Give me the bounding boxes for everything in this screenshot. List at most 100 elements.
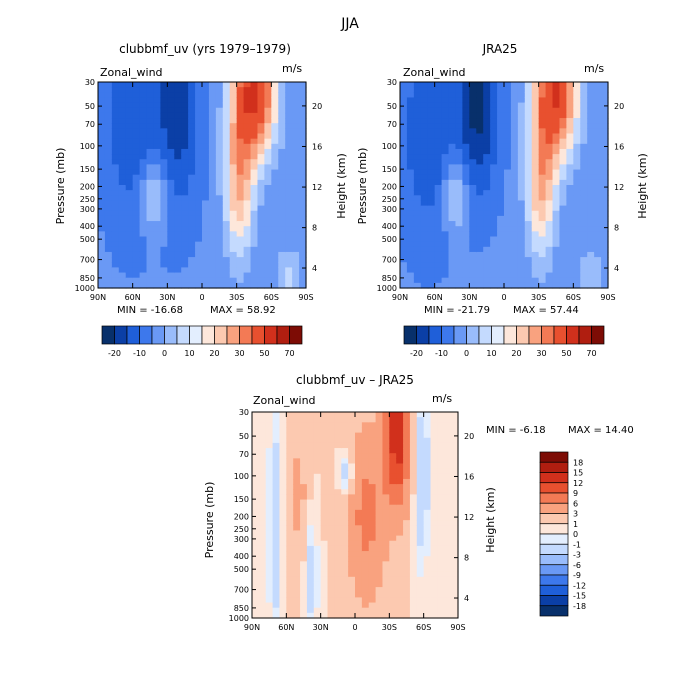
contour-cell <box>573 267 581 274</box>
contour-cell <box>396 509 404 516</box>
contour-cell <box>566 97 574 104</box>
contour-cell <box>382 458 390 465</box>
contour-cell <box>202 133 210 140</box>
contour-cell <box>208 236 217 243</box>
contour-cell <box>257 205 265 212</box>
contour-cell <box>490 92 498 99</box>
contour-cell <box>98 112 106 119</box>
contour-cell <box>279 556 287 562</box>
contour-cell <box>139 92 148 99</box>
contour-cell <box>361 453 370 459</box>
contour-cell <box>334 535 342 542</box>
contour-cell <box>389 566 397 573</box>
contour-cell <box>132 215 141 222</box>
contour-cell <box>368 576 377 583</box>
contour-cell <box>104 92 113 99</box>
contour-cell <box>504 226 512 232</box>
contour-cell <box>292 231 300 238</box>
contour-cell <box>490 159 498 165</box>
contour-cell <box>462 210 470 217</box>
contour-cell <box>215 195 224 202</box>
contour-cell <box>396 561 404 568</box>
contour-cell <box>306 602 315 609</box>
contour-cell <box>264 138 272 145</box>
contour-cell <box>236 262 245 268</box>
contour-cell <box>517 169 526 176</box>
contour-cell <box>348 556 356 562</box>
contour-cell <box>400 215 408 222</box>
contour-cell <box>258 592 267 598</box>
contour-cell <box>448 226 457 232</box>
contour-cell <box>423 509 432 516</box>
contour-cell <box>300 412 308 418</box>
contour-cell <box>448 231 457 238</box>
contour-cell <box>222 92 231 99</box>
contour-cell <box>531 221 540 227</box>
contour-cell <box>174 179 182 186</box>
contour-cell <box>375 556 384 562</box>
contour-cell <box>510 102 519 109</box>
contour-cell <box>587 231 595 238</box>
contour-cell <box>320 540 329 547</box>
y-tick-label: 200 <box>234 512 249 521</box>
contour-cell <box>469 215 477 222</box>
contour-cell <box>594 205 602 212</box>
contour-cell <box>118 133 127 140</box>
contour-cell <box>222 159 231 165</box>
contour-cell <box>286 515 294 521</box>
contour-cell <box>559 267 567 274</box>
contour-cell <box>181 148 189 155</box>
contour-cell <box>587 210 595 217</box>
contour-cell <box>188 97 196 104</box>
contour-cell <box>400 148 408 155</box>
contour-cell <box>594 102 602 109</box>
contour-cell <box>587 128 595 135</box>
contour-cell <box>195 205 203 212</box>
contour-cell <box>444 484 452 490</box>
contour-cell <box>293 458 301 465</box>
contour-cell <box>222 164 231 171</box>
contour-cell <box>476 82 484 88</box>
contour-cell <box>580 102 588 109</box>
contour-cell <box>250 231 259 238</box>
contour-cell <box>531 200 540 207</box>
contour-cell <box>250 272 259 279</box>
contour-cell <box>409 540 418 547</box>
contour-cell <box>483 169 491 176</box>
contour-cell <box>545 164 554 171</box>
colorbar-label: -1 <box>573 540 581 549</box>
contour-cell <box>406 246 415 253</box>
contour-cell <box>531 246 540 253</box>
contour-cell <box>389 597 397 604</box>
contour-cell <box>181 205 189 212</box>
contour-cell <box>490 148 498 155</box>
contour-cell <box>286 427 294 434</box>
contour-cell <box>222 251 231 258</box>
contour-cell <box>524 231 533 238</box>
contour-cell <box>278 179 286 186</box>
contour-cell <box>153 210 161 217</box>
contour-cell <box>264 128 272 135</box>
contour-cell <box>416 499 425 506</box>
contour-cell <box>444 576 452 583</box>
contour-cell <box>278 118 286 124</box>
contour-cell <box>125 226 134 232</box>
contour-cell <box>208 246 217 253</box>
contour-cell <box>286 525 294 532</box>
contour-cell <box>271 148 279 155</box>
contour-cell <box>139 277 148 284</box>
contour-cell <box>125 164 134 171</box>
contour-cell <box>504 138 512 145</box>
contour-cell <box>504 179 512 186</box>
contour-cell <box>300 587 308 593</box>
contour-cell <box>552 112 561 119</box>
contour-cell <box>423 525 432 532</box>
contour-cell <box>229 185 238 191</box>
contour-cell <box>355 453 363 459</box>
contour-cell <box>403 432 411 439</box>
contour-cell <box>306 504 315 511</box>
contour-cell <box>434 195 443 202</box>
contour-cell <box>174 200 182 207</box>
contour-cell <box>160 195 168 202</box>
contour-cell <box>538 200 547 207</box>
